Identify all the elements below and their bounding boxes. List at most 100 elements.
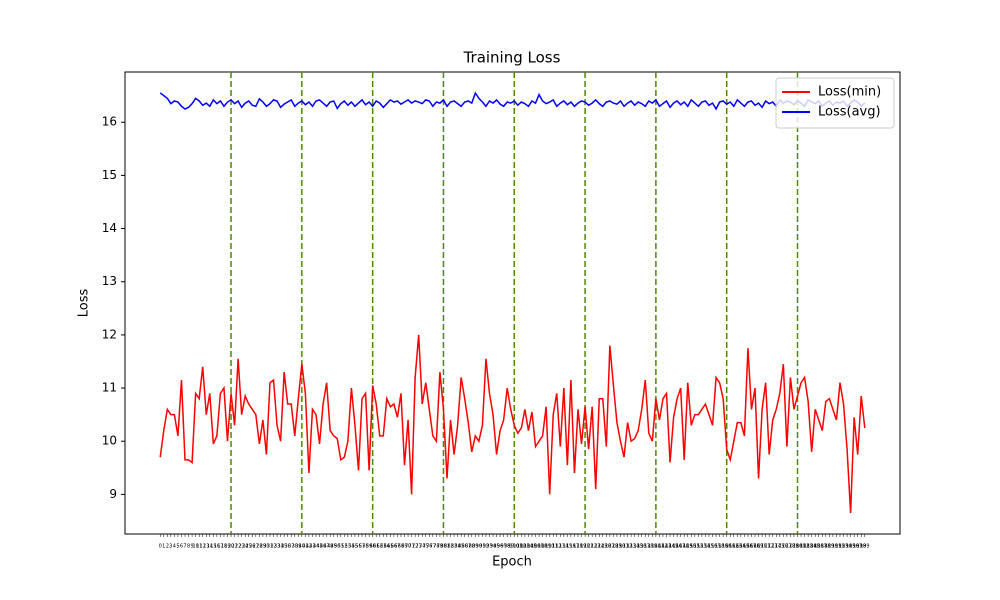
x-tick-label: 73 bbox=[415, 544, 421, 550]
x-tick-label: 125 bbox=[598, 544, 608, 550]
x-tick-label: 185 bbox=[810, 544, 820, 550]
x-tick-label: 126 bbox=[602, 544, 612, 550]
x-tick-label: 71 bbox=[408, 544, 414, 550]
legend-box bbox=[775, 77, 895, 129]
x-tick-label: 93 bbox=[486, 544, 492, 550]
x-tick-label: 65 bbox=[387, 544, 393, 550]
x-tick-label: 74 bbox=[419, 544, 425, 550]
x-tick-label: 30 bbox=[263, 544, 269, 550]
x-tick-label: 132 bbox=[623, 544, 633, 550]
x-tick-label: 189 bbox=[825, 544, 835, 550]
x-tick-label: 24 bbox=[242, 544, 248, 550]
x-tick-label: 110 bbox=[545, 544, 555, 550]
x-tick-label: 137 bbox=[640, 544, 650, 550]
x-tick-label: 87 bbox=[465, 544, 471, 550]
x-tick-label: 9 bbox=[190, 544, 193, 550]
x-tick-label: 117 bbox=[570, 544, 580, 550]
x-tick-label: 172 bbox=[764, 544, 774, 550]
x-tick-label: 3 bbox=[169, 544, 172, 550]
x-tick-label: 138 bbox=[644, 544, 654, 550]
x-tick-label: 197 bbox=[853, 544, 863, 550]
x-tick-label: 173 bbox=[768, 544, 778, 550]
x-tick-label: 123 bbox=[591, 544, 601, 550]
x-tick-label: 113 bbox=[556, 544, 566, 550]
x-tick-label: 190 bbox=[828, 544, 838, 550]
x-tick-label: 15 bbox=[210, 544, 216, 550]
y-tick-label: 16 bbox=[102, 115, 117, 129]
x-tick-label: 90 bbox=[476, 544, 482, 550]
x-tick-label: 188 bbox=[821, 544, 831, 550]
x-tick-label: 104 bbox=[524, 544, 534, 550]
x-tick-label: 145 bbox=[669, 544, 679, 550]
x-tick-label: 186 bbox=[814, 544, 824, 550]
x-tick-label: 91 bbox=[479, 544, 485, 550]
x-tick-label: 129 bbox=[612, 544, 622, 550]
x-tick-label: 19 bbox=[224, 544, 230, 550]
x-tick-label: 58 bbox=[362, 544, 368, 550]
x-tick-label: 49 bbox=[331, 544, 337, 550]
x-tick-label: 148 bbox=[679, 544, 689, 550]
x-tick-label: 84 bbox=[454, 544, 460, 550]
x-tick-label: 21 bbox=[231, 544, 237, 550]
x-tick-label: 36 bbox=[284, 544, 290, 550]
x-tick-label: 163 bbox=[733, 544, 743, 550]
x-tick-label: 196 bbox=[849, 544, 859, 550]
x-tick-label: 155 bbox=[704, 544, 714, 550]
x-tick-label: 103 bbox=[520, 544, 530, 550]
x-tick-label: 66 bbox=[391, 544, 397, 550]
x-tick-label: 80 bbox=[440, 544, 446, 550]
x-tick-label: 55 bbox=[352, 544, 358, 550]
x-tick-label: 92 bbox=[483, 544, 489, 550]
x-tick-label: 28 bbox=[256, 544, 262, 550]
x-tick-label: 46 bbox=[320, 544, 326, 550]
x-tick-label: 162 bbox=[729, 544, 739, 550]
x-tick-label: 146 bbox=[672, 544, 682, 550]
x-tick-label: 77 bbox=[430, 544, 436, 550]
x-tick-label: 115 bbox=[563, 544, 573, 550]
x-tick-label: 17 bbox=[217, 544, 223, 550]
x-tick-label: 83 bbox=[451, 544, 457, 550]
x-axis-label: Epoch bbox=[492, 555, 532, 570]
x-tick-label: 192 bbox=[835, 544, 845, 550]
x-tick-label: 105 bbox=[527, 544, 537, 550]
x-tick-label: 142 bbox=[658, 544, 668, 550]
x-tick-label: 4 bbox=[173, 544, 176, 550]
series-line bbox=[159, 334, 866, 514]
x-tick-label: 95 bbox=[493, 544, 499, 550]
x-tick-label: 151 bbox=[690, 544, 700, 550]
x-tick-label: 154 bbox=[701, 544, 711, 550]
x-tick-label: 122 bbox=[587, 544, 597, 550]
x-tick-label: 89 bbox=[472, 544, 478, 550]
x-tick-label: 22 bbox=[235, 544, 241, 550]
x-tick-label: 86 bbox=[462, 544, 468, 550]
x-tick-label: 50 bbox=[334, 544, 340, 550]
x-tick-label: 164 bbox=[736, 544, 746, 550]
x-tick-label: 82 bbox=[447, 544, 453, 550]
x-tick-label: 156 bbox=[708, 544, 718, 550]
x-tick-label: 6 bbox=[180, 544, 183, 550]
x-tick-label: 114 bbox=[559, 544, 569, 550]
x-tick-label: 64 bbox=[384, 544, 390, 550]
x-tick-label: 42 bbox=[306, 544, 312, 550]
x-tick-label: 72 bbox=[412, 544, 418, 550]
x-tick-label: 160 bbox=[722, 544, 732, 550]
x-tick-label: 57 bbox=[359, 544, 365, 550]
x-tick-label: 112 bbox=[552, 544, 562, 550]
x-tick-label: 47 bbox=[323, 544, 329, 550]
x-tick-label: 18 bbox=[221, 544, 227, 550]
x-tick-label: 136 bbox=[637, 544, 647, 550]
x-tick-label: 139 bbox=[648, 544, 658, 550]
x-tick-label: 181 bbox=[796, 544, 806, 550]
y-tick-label: 15 bbox=[102, 168, 117, 182]
x-tick-label: 52 bbox=[341, 544, 347, 550]
x-tick-label: 183 bbox=[803, 544, 813, 550]
x-tick-label: 40 bbox=[299, 544, 305, 550]
x-tick-label: 12 bbox=[200, 544, 206, 550]
x-tick-label: 165 bbox=[740, 544, 750, 550]
y-tick-label: 14 bbox=[102, 221, 117, 235]
x-tick-label: 176 bbox=[779, 544, 789, 550]
x-tick-label: 182 bbox=[800, 544, 810, 550]
x-tick-label: 26 bbox=[249, 544, 255, 550]
x-tick-label: 44 bbox=[313, 544, 319, 550]
x-tick-label: 99 bbox=[508, 544, 514, 550]
